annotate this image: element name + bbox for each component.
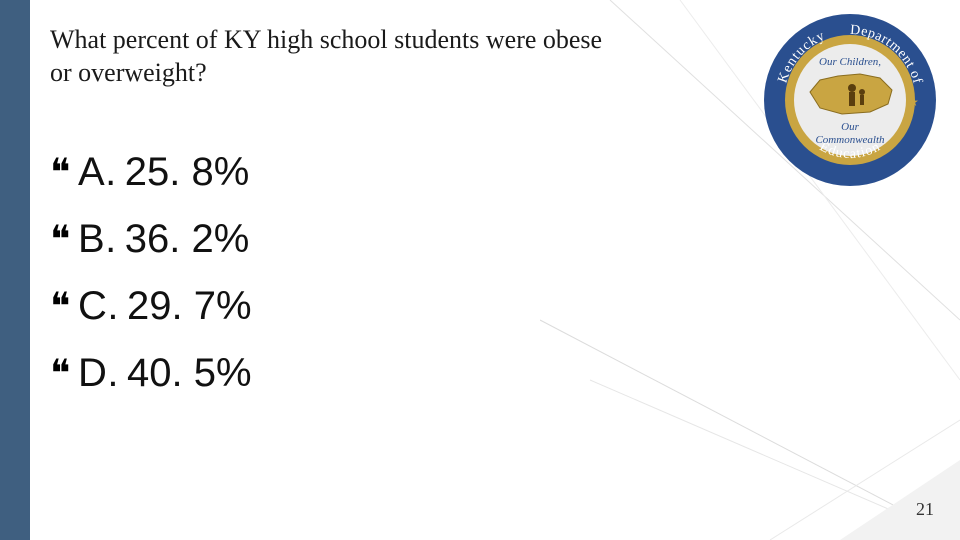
seal-inner-bot2: Commonwealth [815, 134, 885, 146]
svg-text:★: ★ [908, 95, 919, 109]
option-a: ❝ A. 25. 8% [50, 150, 252, 195]
left-accent-bar [0, 0, 30, 540]
option-d: ❝ D. 40. 5% [50, 351, 252, 396]
option-b: ❝ B. 36. 2% [50, 217, 252, 262]
options-list: ❝ A. 25. 8% ❝ B. 36. 2% ❝ C. 29. 7% ❝ D.… [50, 150, 252, 396]
svg-text:★: ★ [784, 95, 795, 109]
option-value: 40. 5% [127, 351, 252, 396]
option-value: 36. 2% [125, 217, 250, 262]
bullet-icon: ❝ [50, 355, 76, 393]
option-label: D. [78, 351, 119, 396]
option-label: A. [78, 150, 117, 195]
option-label: C. [78, 284, 119, 329]
bullet-icon: ❝ [50, 154, 76, 192]
seal-inner-bot1: Our [841, 121, 859, 133]
slide: What percent of KY high school students … [0, 0, 960, 540]
bullet-icon: ❝ [50, 288, 76, 326]
seal-inner-top: Our Children, [819, 56, 881, 68]
option-value: 29. 7% [127, 284, 252, 329]
page-number: 21 [916, 499, 934, 520]
kentucky-doe-seal-icon: Kentucky Department of Education Our Chi… [760, 10, 940, 190]
question-title: What percent of KY high school students … [50, 24, 610, 89]
option-c: ❝ C. 29. 7% [50, 284, 252, 329]
option-value: 25. 8% [125, 150, 250, 195]
bullet-icon: ❝ [50, 221, 76, 259]
option-label: B. [78, 217, 117, 262]
